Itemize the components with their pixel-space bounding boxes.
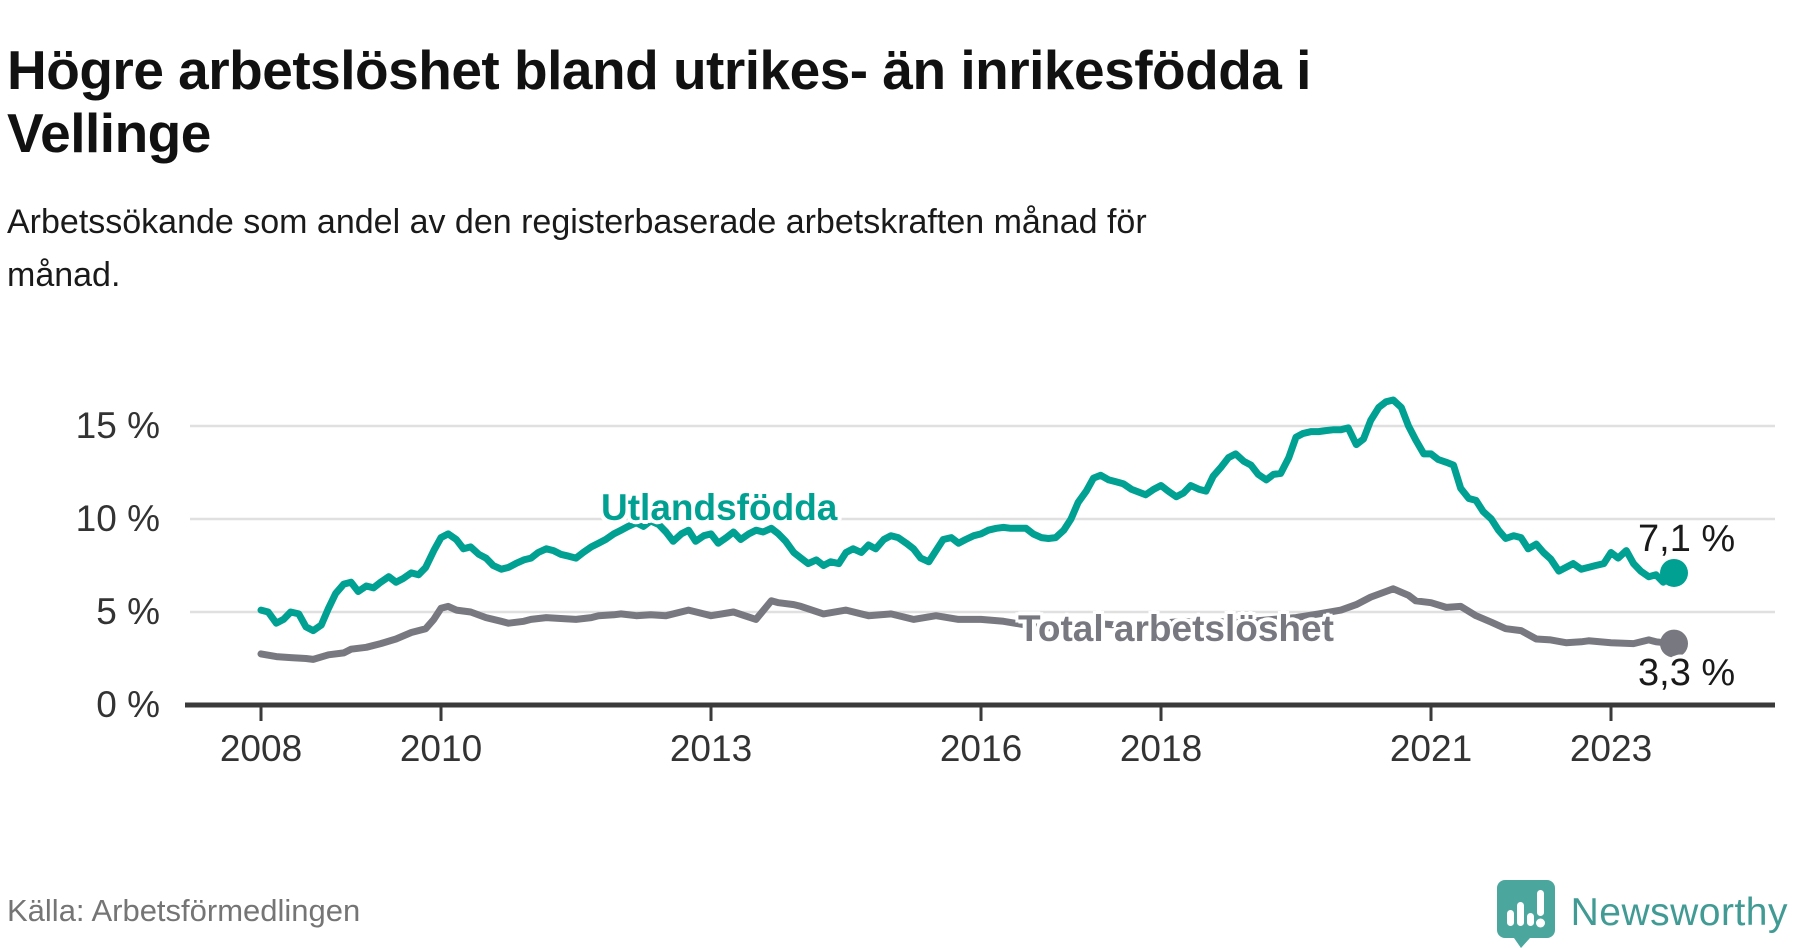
page-title: Högre arbetslöshet bland utrikes- än inr… — [7, 39, 1311, 165]
y-tick-label: 15 % — [75, 405, 160, 446]
x-tick-label: 2008 — [219, 728, 303, 769]
y-tick-label: 0 % — [96, 684, 160, 725]
brand-footer: Newsworthy — [1495, 878, 1788, 948]
x-tick-label: 2021 — [1389, 728, 1473, 769]
end-value-total-arbetsloshet: 3,3 % — [1638, 652, 1736, 694]
chart-subtitle-line1: Arbetssökande som andel av den registerb… — [7, 203, 1147, 241]
line-utlandsf-dda — [257, 396, 1678, 635]
x-tick-label: 2023 — [1569, 728, 1653, 769]
chart-subtitle: Arbetssökande som andel av den registerb… — [7, 196, 1147, 302]
series-label-utlandsfodda: Utlandsfödda — [601, 487, 838, 528]
brand-name: Newsworthy — [1570, 891, 1788, 934]
chart-subtitle-line2: månad. — [7, 256, 121, 294]
series-label-total-arbetsloshet: Total arbetslöshet — [1018, 608, 1334, 649]
end-value-utlandsfodda: 7,1 % — [1638, 518, 1736, 560]
y-tick-label: 10 % — [75, 498, 160, 539]
end-dot-utlandsf-dda — [1660, 558, 1688, 587]
end-dot-total-arbetsl-shet — [1660, 629, 1688, 658]
x-tick-label: 2010 — [399, 728, 483, 769]
line-total-arbetsl-shet — [257, 585, 1678, 663]
y-tick-label: 5 % — [96, 591, 160, 632]
x-tick-label: 2013 — [669, 728, 753, 769]
page-title-line1: Högre arbetslöshet bland utrikes- än inr… — [7, 38, 1311, 101]
newsworthy-logo-icon — [1496, 880, 1555, 948]
page-title-line2: Vellinge — [7, 101, 211, 164]
source-note: Källa: Arbetsförmedlingen — [7, 893, 361, 928]
x-tick-label: 2018 — [1119, 728, 1203, 769]
x-tick-label: 2016 — [939, 728, 1023, 769]
